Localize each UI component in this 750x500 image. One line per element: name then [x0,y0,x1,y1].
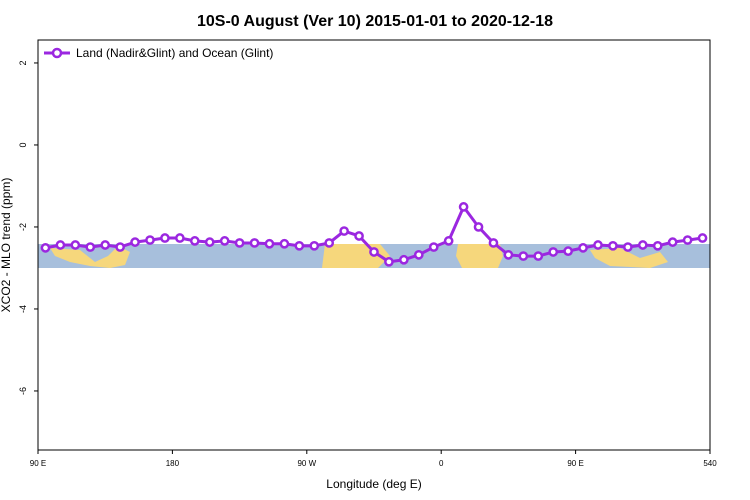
x-tick-label: 180 [166,459,180,468]
y-tick-label: 2 [18,60,28,65]
point [563,246,573,256]
land [590,248,668,268]
point [384,256,394,267]
point [175,233,185,243]
point [70,240,81,250]
point [324,238,335,248]
point [160,233,170,243]
point [354,231,364,241]
point [279,238,290,249]
point [518,251,529,261]
y-tick-label: 0 [18,142,28,147]
y-axis-label: XCO2 - MLO trend (ppm) [0,178,13,313]
point [294,240,305,251]
point [234,238,245,248]
point [130,237,140,247]
point [593,240,603,250]
x-tick-label: 90 E [30,459,46,468]
land [50,246,130,268]
point [115,242,125,252]
point [682,235,693,245]
point [458,202,469,212]
point [443,236,454,246]
point [309,240,320,251]
point [578,243,588,253]
x-tick-label: 540 [703,459,717,468]
point [473,222,484,232]
point [608,240,618,251]
land [456,244,503,268]
point [399,254,409,265]
point [55,240,66,250]
point [145,235,155,245]
point [85,242,96,252]
legend: Land (Nadir&Glint) and Ocean (Glint) [44,46,273,60]
point [428,242,439,252]
point [249,238,260,248]
y-tick-label: -4 [18,305,28,313]
point [503,249,514,260]
point [697,233,708,243]
point [533,251,544,261]
point [40,243,51,253]
point [548,247,559,257]
point [488,238,499,248]
legend-marker [51,47,63,59]
point [339,226,349,236]
point [100,240,111,250]
x-tick-label: 90 W [297,459,316,468]
point [189,236,200,246]
y-tick-label: -2 [18,223,28,231]
x-tick-label: 90 E [567,459,583,468]
point [623,242,633,252]
point [413,249,424,260]
point [667,237,678,247]
y-tick-label: -6 [18,387,28,395]
x-tick-label: 0 [439,459,444,468]
plot-frame [37,39,711,451]
point [264,238,275,249]
point [637,240,648,250]
point [219,236,230,246]
point [652,240,663,251]
x-axis-label: Longitude (deg E) [326,477,421,491]
chart-title: 10S-0 August (Ver 10) 2015-01-01 to 2020… [197,13,553,30]
legend-label: Land (Nadir&Glint) and Ocean (Glint) [76,46,273,60]
point [204,237,215,247]
point [369,247,379,257]
